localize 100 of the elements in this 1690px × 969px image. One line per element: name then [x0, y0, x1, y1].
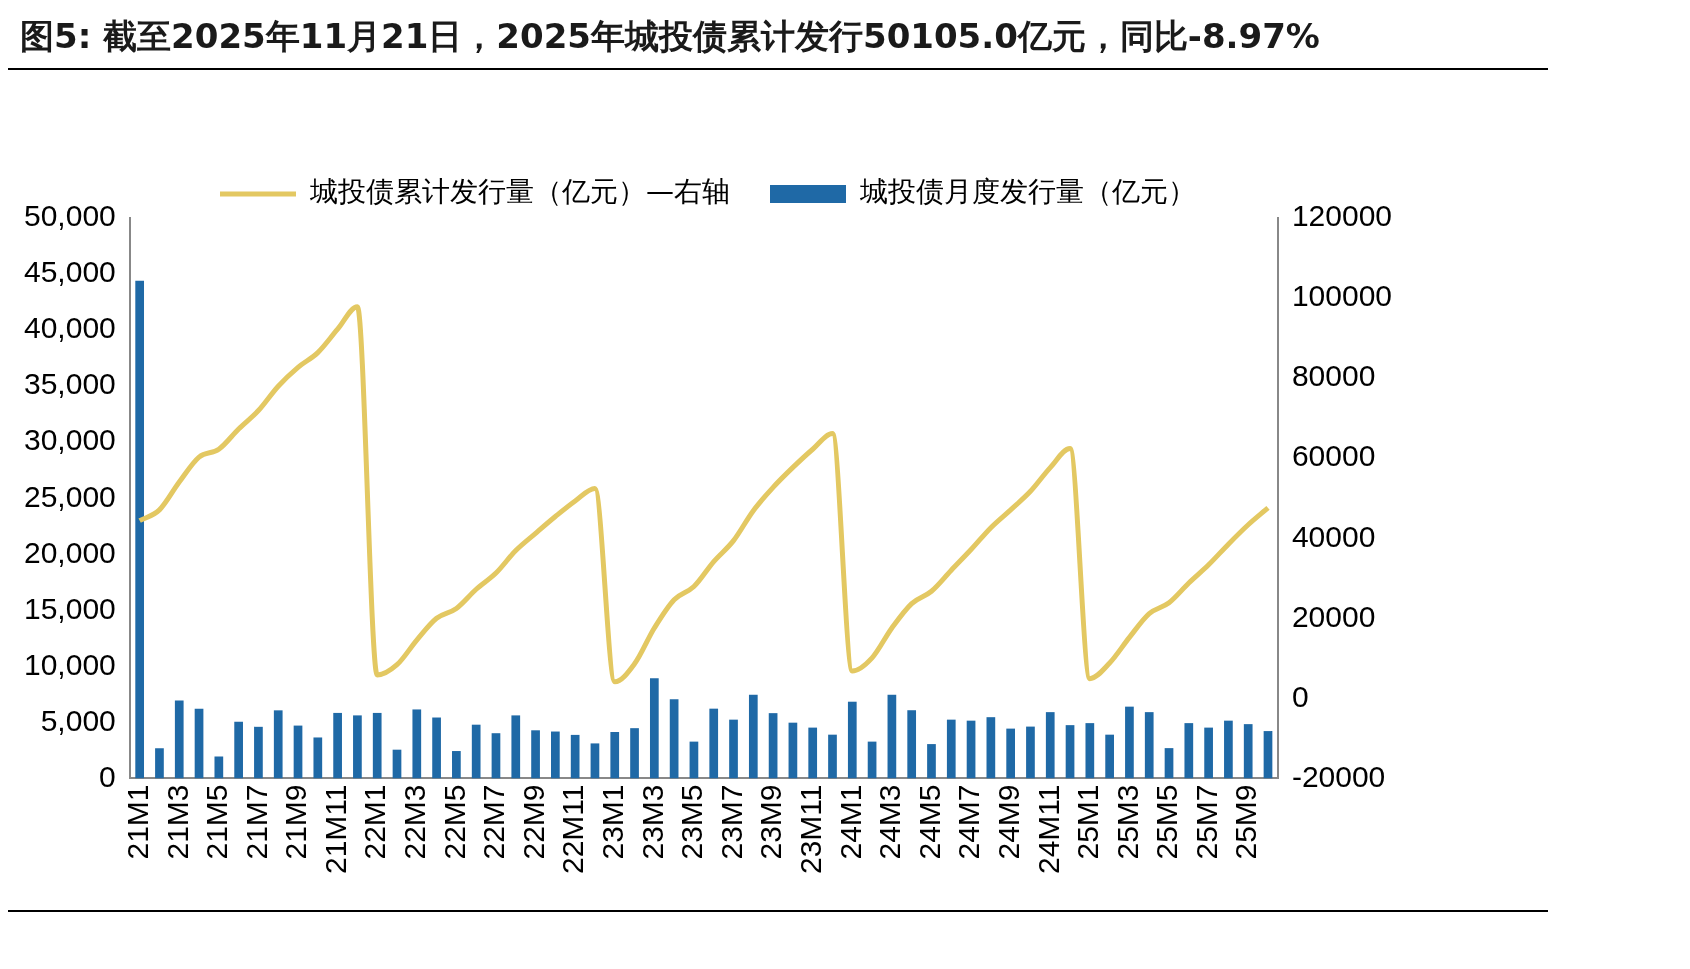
- bar: [1065, 725, 1075, 779]
- x-tick-label: 22M3: [398, 784, 432, 860]
- y2-tick-label: 100000: [1291, 279, 1392, 313]
- y2-tick-label: 20000: [1291, 599, 1376, 633]
- bar: [1263, 731, 1273, 779]
- bar: [531, 730, 540, 779]
- bar: [847, 701, 857, 779]
- bar: [630, 728, 639, 779]
- bar: [1204, 727, 1213, 779]
- x-tick-label: 22M7: [477, 784, 511, 860]
- bar: [808, 727, 818, 779]
- bar: [293, 725, 303, 779]
- legend-label: 城投债月度发行量（亿元）: [859, 175, 1196, 209]
- y-tick-label: 45,000: [23, 255, 116, 289]
- bar: [1045, 712, 1055, 779]
- y2-tick-label: 60000: [1291, 439, 1376, 473]
- x-tick-label: 23M7: [714, 784, 748, 860]
- bar: [1164, 748, 1174, 779]
- y-tick-label: 20,000: [23, 535, 116, 569]
- bar: [432, 717, 441, 779]
- x-tick-label: 22M1: [358, 784, 392, 860]
- y-tick-label: 35,000: [23, 367, 116, 401]
- x-tick-label: 25M7: [1189, 784, 1223, 860]
- y-tick-label: 5,000: [40, 703, 116, 737]
- bar: [511, 715, 521, 779]
- bar: [471, 724, 481, 779]
- bar: [214, 756, 224, 779]
- bar: [1184, 723, 1194, 779]
- bar: [1006, 728, 1016, 779]
- y2-tick-label: -20000: [1291, 759, 1386, 793]
- bar: [1026, 726, 1035, 779]
- bar: [649, 678, 659, 779]
- bar: [946, 719, 956, 779]
- x-tick-label: 23M3: [635, 784, 669, 860]
- bar: [333, 712, 342, 779]
- bar: [194, 708, 204, 779]
- bar: [610, 731, 620, 779]
- bar: [966, 720, 976, 779]
- y-tick-label: 15,000: [23, 591, 116, 625]
- bar: [372, 712, 382, 779]
- bar: [709, 708, 719, 779]
- x-tick-label: 23M11: [793, 784, 827, 875]
- y2-tick-label: 80000: [1291, 359, 1376, 393]
- bar: [174, 700, 184, 779]
- bar: [828, 734, 837, 779]
- x-tick-label: 24M9: [991, 784, 1025, 860]
- y-tick-label: 50,000: [23, 199, 116, 233]
- x-tick-label: 21M11: [318, 784, 352, 875]
- bar: [887, 694, 897, 779]
- bar: [491, 733, 501, 779]
- x-tick-label: 24M3: [873, 784, 907, 860]
- y-tick-label: 30,000: [23, 423, 116, 457]
- bar: [1105, 734, 1114, 779]
- y-tick-label: 40,000: [23, 311, 116, 345]
- bar: [689, 741, 699, 779]
- x-tick-label: 24M1: [833, 784, 867, 860]
- bar: [1125, 706, 1134, 779]
- bar: [590, 743, 600, 779]
- bar: [254, 726, 263, 779]
- bar: [155, 748, 164, 779]
- bar: [273, 710, 283, 779]
- x-tick-label: 22M9: [516, 784, 550, 860]
- y2-tick-label: 40000: [1291, 519, 1376, 553]
- x-tick-label: 25M9: [1229, 784, 1263, 860]
- x-tick-label: 22M5: [437, 784, 471, 860]
- bar: [1085, 723, 1095, 779]
- bar: [234, 721, 243, 779]
- x-tick-label: 24M11: [1031, 784, 1065, 875]
- y2-tick-label: 120000: [1291, 199, 1392, 233]
- x-tick-label: 24M7: [952, 784, 986, 860]
- bar: [669, 699, 679, 779]
- y-tick-label: 25,000: [23, 479, 116, 513]
- bar: [867, 741, 877, 779]
- x-tick-label: 22M11: [556, 784, 590, 875]
- bar: [1243, 724, 1253, 779]
- bar: [353, 715, 362, 779]
- bar: [551, 731, 560, 779]
- x-tick-label: 25M3: [1110, 784, 1144, 860]
- x-tick-label: 21M3: [160, 784, 194, 860]
- bar: [1224, 720, 1233, 779]
- x-tick-label: 23M1: [596, 784, 630, 860]
- bar: [313, 737, 323, 779]
- y-tick-label: 0: [99, 759, 116, 793]
- legend-label: 城投债累计发行量（亿元）—右轴: [309, 175, 730, 209]
- bar: [412, 709, 422, 779]
- bar: [788, 722, 798, 779]
- x-tick-label: 25M1: [1071, 784, 1105, 860]
- bar: [729, 719, 738, 779]
- bar: [768, 713, 778, 779]
- bar: [1144, 712, 1154, 779]
- bar: [927, 744, 936, 779]
- x-tick-label: 24M5: [912, 784, 946, 860]
- bar: [907, 710, 917, 779]
- x-tick-label: 21M9: [279, 784, 313, 860]
- y2-tick-label: 0: [1291, 679, 1309, 713]
- x-tick-label: 21M1: [120, 784, 154, 860]
- bar: [570, 734, 580, 779]
- y-tick-label: 10,000: [23, 647, 116, 681]
- bar: [452, 751, 461, 779]
- chart-title: 图5: 截至2025年11月21日，2025年城投债累计发行50105.0亿元，同比-8.97%: [19, 15, 1321, 58]
